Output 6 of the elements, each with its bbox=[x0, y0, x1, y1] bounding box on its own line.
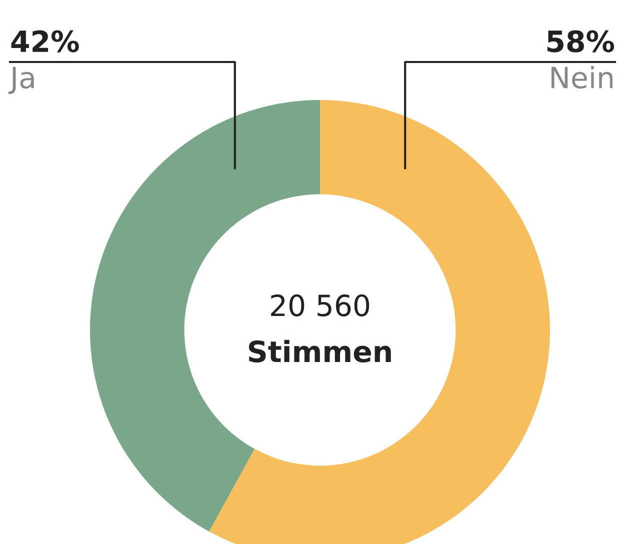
slice-label: Nein bbox=[552, 66, 613, 89]
slice-label: Ja bbox=[8, 66, 34, 94]
text: 20 560 bbox=[271, 294, 370, 316]
data-label: 42% bbox=[11, 30, 79, 52]
data-label: 58% bbox=[547, 30, 614, 52]
text: Stimmen bbox=[248, 340, 391, 362]
